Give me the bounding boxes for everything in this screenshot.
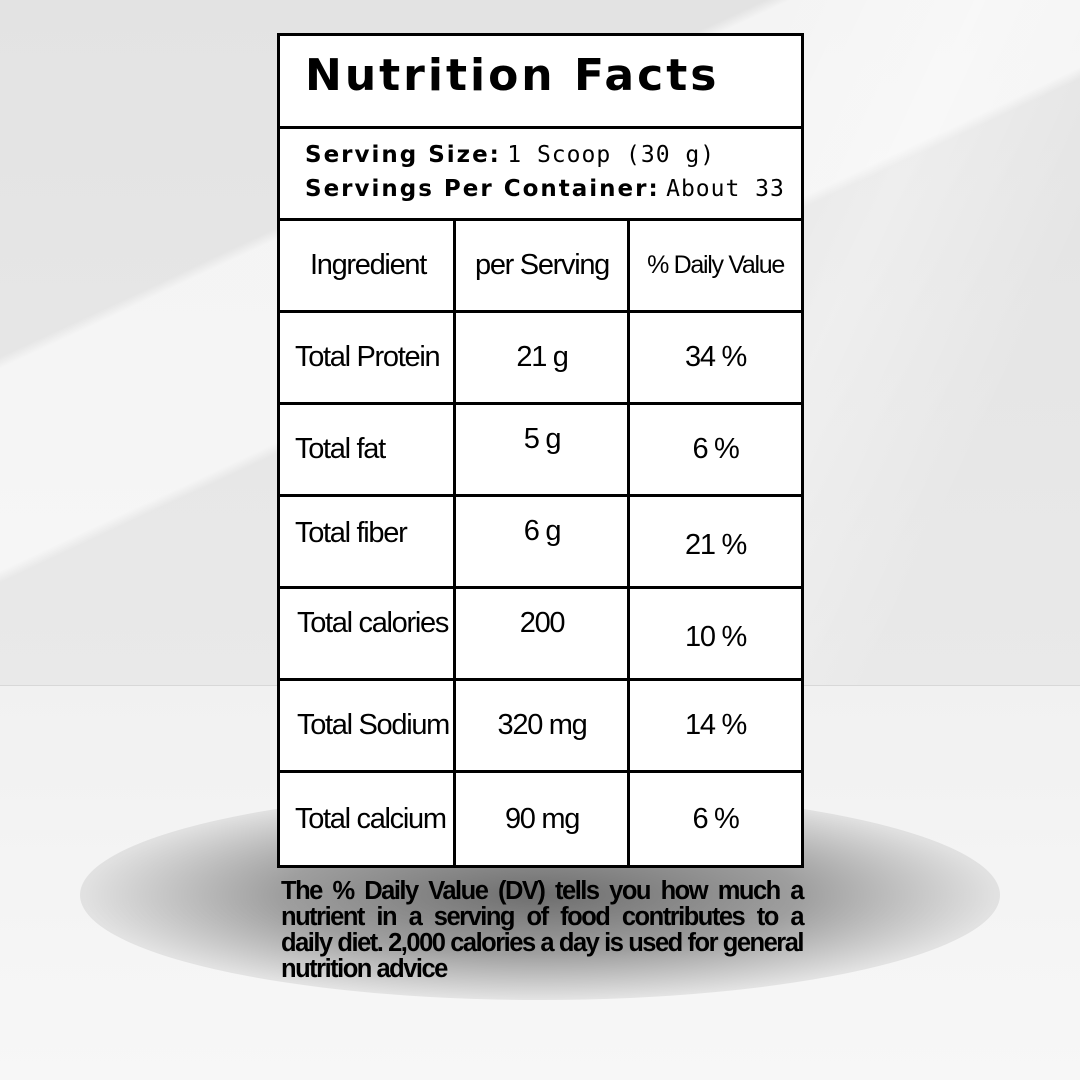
table-row: Total fiber 6 g 21 %: [280, 497, 801, 586]
column-divider: [453, 221, 456, 865]
header-ingredient: Ingredient: [310, 249, 427, 281]
nutrition-facts-label: Nutrition Facts Serving Size: 1 Scoop (3…: [277, 33, 804, 868]
daily-value-cell: 6 %: [692, 802, 739, 835]
per-serving-cell: 90 mg: [504, 802, 580, 835]
table-row: Total Sodium 320 mg 14 %: [280, 681, 801, 770]
table-row: Total fat 5 g 6 %: [280, 405, 801, 494]
per-serving-cell: 320 mg: [497, 709, 588, 741]
row-divider: [280, 586, 801, 589]
table-header-row: Ingredient per Serving % Daily Value: [280, 221, 801, 310]
per-serving-cell: 21 g: [516, 341, 569, 373]
row-divider: [280, 770, 801, 773]
table-row: Total calcium 90 mg 6 %: [280, 773, 801, 865]
serving-size-label: Serving Size:: [305, 142, 501, 168]
servings-per-container-label: Servings Per Container:: [305, 176, 660, 202]
daily-value-cell: 21 %: [685, 529, 747, 561]
label-title: Nutrition Facts: [305, 50, 720, 101]
table-row: Total calories 200 10 %: [280, 589, 801, 678]
ingredient-cell: Total Protein: [295, 341, 441, 373]
serving-section: Serving Size: 1 Scoop (30 g) Servings Pe…: [280, 129, 801, 221]
daily-value-cell: 14 %: [685, 709, 747, 741]
title-section: Nutrition Facts: [280, 36, 801, 129]
daily-value-cell: 10 %: [685, 621, 747, 653]
per-serving-cell: 200: [519, 607, 566, 639]
ingredient-cell: Total calcium: [295, 802, 447, 835]
row-divider: [280, 310, 801, 313]
table-row: Total Protein 21 g 34 %: [280, 313, 801, 402]
ingredient-cell: Total fiber: [295, 517, 408, 549]
per-serving-cell: 6 g: [523, 515, 562, 547]
daily-value-footnote: The % Daily Value (DV) tells you how muc…: [281, 877, 805, 983]
ingredient-cell: Total calories: [297, 607, 449, 639]
daily-value-cell: 6 %: [692, 433, 739, 465]
header-daily-value: % Daily Value: [647, 251, 785, 279]
row-divider: [280, 494, 801, 497]
ingredient-cell: Total fat: [295, 433, 386, 465]
column-divider: [627, 221, 630, 865]
nutrition-table: Ingredient per Serving % Daily Value Tot…: [280, 221, 801, 865]
row-divider: [280, 678, 801, 681]
header-per-serving: per Serving: [475, 249, 610, 281]
serving-size-value: 1 Scoop (30 g): [507, 142, 716, 168]
serving-size-line: Serving Size: 1 Scoop (30 g): [305, 141, 715, 168]
daily-value-cell: 34 %: [685, 341, 747, 373]
servings-per-container-value: About 33: [666, 176, 785, 202]
ingredient-cell: Total Sodium: [297, 709, 450, 741]
row-divider: [280, 402, 801, 405]
per-serving-cell: 5 g: [523, 423, 562, 455]
servings-per-container-line: Servings Per Container: About 33: [305, 175, 785, 202]
